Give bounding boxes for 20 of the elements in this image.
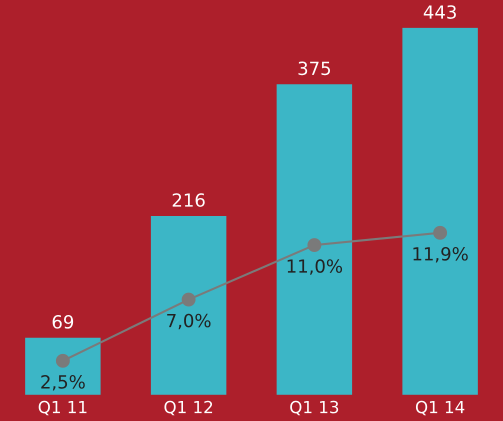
x-tick-label: Q1 11	[38, 400, 86, 416]
x-tick-label: Q1 12	[164, 400, 212, 416]
data-label: 2,5%	[41, 375, 85, 391]
data-label: 216	[172, 193, 205, 207]
data-label: 11,0%	[288, 259, 342, 275]
data-label: 69	[52, 315, 74, 329]
data-label: 375	[298, 62, 330, 76]
bar	[25, 338, 101, 395]
x-tick-label: Q1 13	[290, 400, 338, 416]
x-tick-label: Q1 14	[416, 400, 464, 416]
point	[182, 292, 196, 306]
point	[433, 226, 448, 240]
bar	[402, 28, 478, 395]
data-label: 7,0%	[167, 314, 211, 330]
data-label: 443	[424, 5, 456, 19]
data-label: 11,9%	[413, 247, 468, 263]
bar	[276, 84, 352, 395]
point	[56, 354, 70, 368]
point	[307, 238, 322, 252]
bar	[150, 216, 226, 395]
